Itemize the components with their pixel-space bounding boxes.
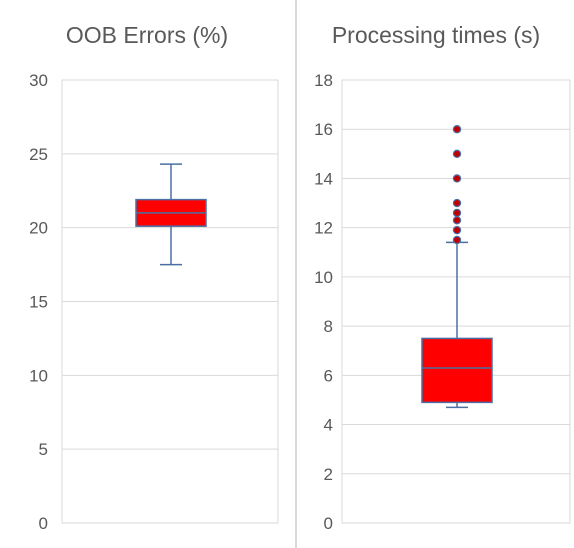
oob-errors-boxplot: 0 5 10 15 20 25 30 xyxy=(29,71,279,533)
plot-area-frame xyxy=(341,79,571,524)
y-tick-label: 14 xyxy=(314,169,333,188)
plot-area-frame xyxy=(61,79,279,524)
y-tick-label: 2 xyxy=(324,465,333,484)
y-tick-label: 10 xyxy=(29,366,48,385)
processing-times-boxplot: 0 2 4 6 8 10 12 14 16 18 xyxy=(314,71,571,533)
outlier-point xyxy=(452,225,462,235)
outlier-point xyxy=(452,198,462,208)
y-tick-label: 10 xyxy=(314,268,333,287)
box-iqr xyxy=(421,337,493,404)
y-tick-label: 5 xyxy=(39,440,48,459)
y-tick-label: 18 xyxy=(314,71,333,90)
y-tick-label: 20 xyxy=(29,219,48,238)
y-tick-label: 0 xyxy=(39,514,48,533)
oob-errors-panel: OOB Errors (%) 0 5 10 15 20 25 30 xyxy=(29,22,279,533)
panel-divider xyxy=(295,0,297,548)
outlier-point xyxy=(452,149,462,159)
y-tick-label: 12 xyxy=(314,219,333,238)
y-tick-label: 4 xyxy=(324,416,333,435)
y-tick-label: 15 xyxy=(29,293,48,312)
chart-title: Processing times (s) xyxy=(331,22,541,48)
y-tick-label: 25 xyxy=(29,145,48,164)
y-tick-label: 30 xyxy=(29,71,48,90)
outlier-point xyxy=(452,235,462,245)
outlier-point xyxy=(452,216,462,225)
outlier-point xyxy=(452,125,462,134)
outlier-point xyxy=(452,208,462,218)
y-tick-label: 6 xyxy=(324,366,333,385)
outlier-point xyxy=(452,174,462,183)
processing-times-panel: Processing times (s) 0 2 4 6 8 10 12 14 16 18 xyxy=(298,0,574,548)
chart-title: OOB Errors (%) xyxy=(65,22,229,48)
y-tick-label: 8 xyxy=(324,317,333,336)
y-tick-label: 16 xyxy=(314,120,333,139)
y-tick-label: 0 xyxy=(324,514,333,533)
